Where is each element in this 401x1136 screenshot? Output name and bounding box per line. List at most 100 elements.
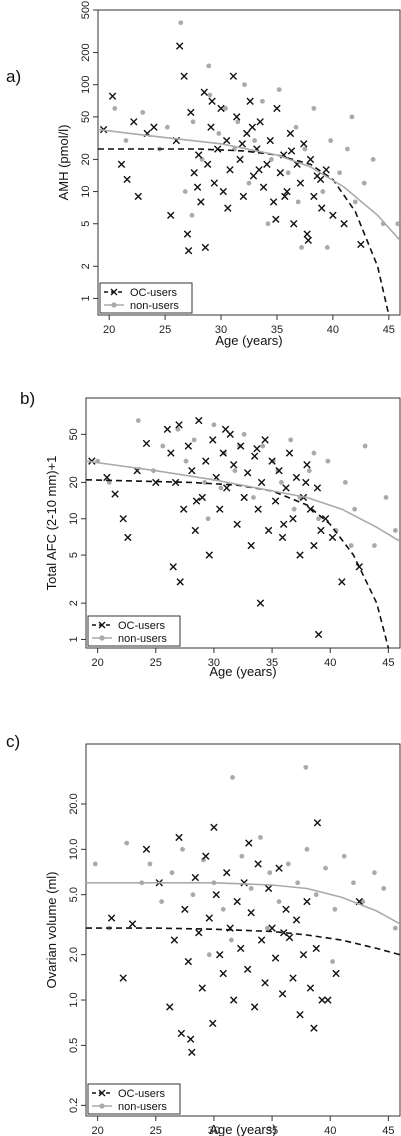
non-user-point: [370, 157, 376, 162]
non-user-point: [267, 870, 273, 876]
oc-user-point: [269, 198, 278, 206]
panel-c-y-axis: 0.2 0.5 1.0 2.0 5.0 10.0 20.0: [68, 793, 86, 1113]
non-user-point: [275, 468, 281, 474]
oc-user-point: [221, 425, 230, 434]
x-tick-label: 45: [382, 657, 394, 669]
oc-user-point: [152, 478, 160, 487]
oc-user-point: [338, 578, 346, 586]
y-tick-label: 2: [80, 263, 92, 269]
oc-user-point: [306, 984, 315, 992]
x-tick-label: 35: [266, 1125, 278, 1136]
x-tick-label: 40: [327, 324, 339, 336]
oc-user-point: [257, 478, 266, 487]
oc-user-point: [286, 129, 295, 138]
y-tick-label: 50: [80, 111, 92, 123]
panel-c-legend-non-label: non-users: [118, 1101, 167, 1113]
non-user-point: [241, 431, 247, 437]
oc-user-point: [275, 466, 283, 475]
panel-b-legend-non-label: non-users: [118, 633, 167, 645]
non-user-point: [381, 886, 387, 891]
y-tick-label: 500: [80, 1, 92, 19]
non-user-point: [341, 853, 347, 859]
panel-a-label: a): [6, 67, 21, 86]
non-user-point: [206, 63, 212, 69]
non-user-point: [190, 892, 196, 898]
oc-user-point: [134, 192, 142, 201]
non-user-point: [124, 840, 130, 846]
panel-a-legend-non-marker: [111, 302, 117, 308]
non-user-point: [293, 124, 299, 130]
non-user-point: [221, 450, 227, 456]
oc-user-point: [247, 908, 255, 917]
oc-user-point: [306, 155, 315, 164]
y-tick-label: 1: [68, 636, 80, 642]
non-user-point: [278, 479, 284, 485]
y-tick-label: 50: [68, 428, 80, 440]
non-user-point: [237, 443, 242, 449]
oc-user-point: [313, 819, 322, 827]
non-user-point: [178, 20, 184, 26]
oc-user-point: [219, 187, 227, 196]
oc-user-point: [321, 515, 330, 523]
x-tick-label: 40: [324, 1125, 336, 1136]
non-user-point: [246, 180, 252, 186]
non-user-point: [220, 906, 226, 912]
non-user-point: [228, 937, 234, 943]
oc-user-point: [239, 192, 248, 201]
oc-user-point: [201, 243, 210, 252]
y-tick-label: 0.2: [68, 1098, 80, 1113]
oc-user-point: [195, 928, 203, 937]
y-tick-label: 20.0: [68, 793, 80, 814]
oc-user-point: [255, 166, 263, 174]
non-user-point: [112, 106, 118, 111]
oc-user-point: [340, 220, 348, 228]
non-user-point: [303, 764, 309, 770]
non-user-point: [216, 131, 222, 136]
y-tick-label: 5: [68, 552, 80, 558]
non-user-point: [311, 450, 317, 456]
oc-user-point: [163, 425, 172, 434]
oc-user-point: [240, 879, 248, 887]
y-tick-label: 100: [80, 76, 92, 94]
non-user-point: [265, 925, 270, 931]
oc-user-point: [175, 421, 183, 429]
oc-user-point: [310, 192, 318, 201]
non-user-point: [351, 880, 356, 886]
panel-c-x-axis-title: Age (years): [209, 1122, 276, 1136]
non-user-point: [395, 221, 401, 227]
oc-user-point: [276, 169, 285, 177]
oc-user-point: [322, 166, 330, 174]
oc-user-point: [236, 155, 244, 164]
x-tick-label: 35: [266, 657, 278, 669]
panel-c-fit-curves: [86, 881, 400, 956]
oc-user-point: [266, 136, 274, 145]
oc-user-point: [324, 996, 332, 1004]
oc-user-point: [280, 520, 288, 528]
non-user-point: [199, 157, 205, 162]
oc-user-point: [250, 1003, 259, 1011]
non-user-point: [276, 899, 282, 904]
oc-user-point: [304, 236, 312, 244]
x-tick-label: 30: [215, 324, 227, 336]
non-user-point: [230, 775, 235, 780]
oc-user-point: [329, 211, 337, 219]
non-user-point: [330, 959, 335, 964]
oc-user-point: [302, 478, 310, 487]
oc-user-point: [212, 891, 220, 899]
non-user-point: [311, 106, 317, 111]
y-tick-label: 10: [80, 185, 92, 197]
oc-user-point: [318, 996, 326, 1004]
oc-user-point: [217, 104, 225, 113]
oc-user-point: [176, 578, 184, 586]
oc-user-point: [180, 72, 188, 80]
non-user-point: [180, 846, 185, 852]
oc-user-point: [257, 936, 266, 944]
oc-user-point: [303, 461, 311, 469]
oc-user-point: [192, 497, 201, 505]
oc-user-point: [175, 833, 183, 842]
oc-user-point: [292, 473, 301, 482]
oc-user-point: [184, 442, 193, 450]
oc-user-point: [312, 944, 320, 953]
oc-user-point: [203, 160, 212, 168]
oc-user-point: [236, 442, 245, 450]
